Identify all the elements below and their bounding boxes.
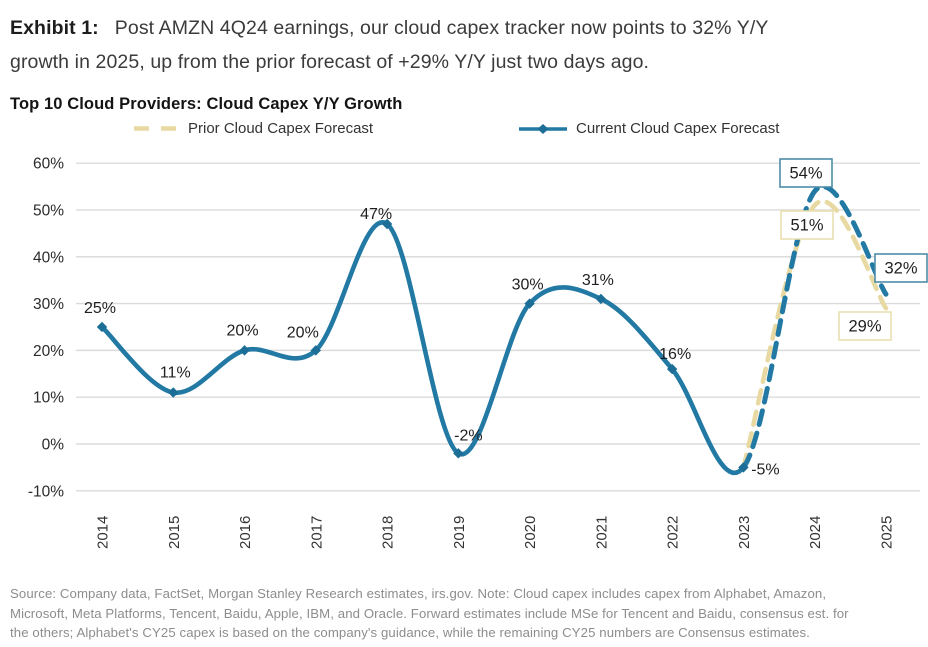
forecast-label-box <box>780 210 834 240</box>
y-axis-tick-label: 40% <box>33 249 64 266</box>
y-axis-tick-label: 10% <box>33 390 64 407</box>
forecast-label-box <box>874 253 928 283</box>
data-point-diamond-marker <box>96 321 108 333</box>
legend-prior-label: Prior Cloud Capex Forecast <box>188 120 374 137</box>
source-note: Source: Company data, FactSet, Morgan St… <box>10 584 928 643</box>
x-axis-tick-label: 2016 <box>237 516 254 549</box>
current-history-solid-line <box>99 220 746 476</box>
x-axis-tick-label: 2018 <box>380 516 397 549</box>
forecast-boxed-label: 29% <box>848 318 881 336</box>
plot-area-wrapper: 60% 50% 40% 30% 20% 10% 0% -10% 2014 2015 2016 2017… <box>0 147 928 572</box>
x-axis-tick-label: 2024 <box>807 516 824 549</box>
x-axis-tick-label: 2014 <box>95 516 112 549</box>
prior-forecast-dashed-line <box>741 199 889 470</box>
exhibit-label: Exhibit 1: <box>10 17 99 39</box>
exhibit-caption-line2: growth in 2025, up from the prior foreca… <box>10 51 650 73</box>
data-point-label: 30% <box>512 277 544 294</box>
x-axis-tick-label: 2023 <box>736 516 753 549</box>
data-point-label: 20% <box>287 324 319 341</box>
x-axis-tick-label: 2015 <box>166 516 183 549</box>
x-axis-tick-label: 2025 <box>878 516 895 549</box>
y-axis-tick-label: 30% <box>33 296 64 313</box>
legend-item-current: Current Cloud Capex Forecast <box>519 120 779 137</box>
forecast-boxed-label: 54% <box>789 165 822 183</box>
data-point-diamond-marker <box>738 462 749 473</box>
data-point-diamond-marker <box>381 218 393 230</box>
data-point-label: -2% <box>454 427 482 444</box>
data-point-label: -5% <box>751 461 779 478</box>
forecast-label-box <box>779 158 833 188</box>
forecast-label-box <box>838 311 892 341</box>
data-point-diamond-marker <box>453 448 464 459</box>
y-axis-tick-label: 0% <box>42 437 65 454</box>
exhibit-caption-line1: Post AMZN 4Q24 earnings, our cloud capex… <box>114 17 769 39</box>
current-forecast-dashed-line <box>740 184 889 470</box>
data-point-diamond-marker <box>595 293 607 305</box>
legend-item-prior: Prior Cloud Capex Forecast <box>133 120 373 137</box>
data-point-diamond-marker <box>524 298 535 309</box>
y-axis-tick-label: 60% <box>33 156 64 173</box>
data-point-diamond-marker <box>168 387 179 398</box>
data-point-label: 47% <box>360 206 392 223</box>
data-point-diamond-marker <box>310 345 322 356</box>
data-point-label: 25% <box>84 300 116 317</box>
data-point-diamond-marker <box>239 345 250 356</box>
x-axis-tick-label: 2019 <box>451 516 468 549</box>
source-note-line1: Source: Company data, FactSet, Morgan St… <box>10 586 827 601</box>
y-axis-tick-label: 20% <box>33 343 64 360</box>
data-point-label: 16% <box>659 346 691 363</box>
forecast-boxed-label: 32% <box>884 260 917 278</box>
x-axis-tick-label: 2020 <box>522 516 539 549</box>
exhibit-caption: Exhibit 1: Post AMZN 4Q24 earnings, our c… <box>0 0 928 79</box>
source-note-line2: Microsoft, Meta Platforms, Tencent, Baid… <box>10 605 849 621</box>
y-axis-tick-label: 50% <box>33 202 64 219</box>
cloud-capex-line-chart: 60% 50% 40% 30% 20% 10% 0% -10% 2014 2015 2016 2017… <box>28 156 928 549</box>
source-note-line3: the others; Alphabet's CY25 capex is bas… <box>10 625 810 640</box>
data-point-label: 20% <box>227 322 259 339</box>
x-axis-tick-label: 2021 <box>593 516 610 549</box>
chart-title: Top 10 Cloud Providers: Cloud Capex Y/Y … <box>10 95 403 113</box>
forecast-boxed-label: 51% <box>790 217 823 235</box>
legend-current-label: Current Cloud Capex Forecast <box>576 120 780 137</box>
prior-dashed-line-icon <box>134 126 179 131</box>
current-line-diamond-icon <box>519 123 567 134</box>
chart-legend: Prior Cloud Capex Forecast Current Cloud… <box>0 117 928 147</box>
data-point-label: 31% <box>582 272 614 289</box>
data-point-diamond-marker <box>666 363 678 375</box>
x-axis-tick-label: 2022 <box>665 516 682 549</box>
y-axis-tick-label: -10% <box>28 483 64 500</box>
x-axis-tick-label: 2017 <box>308 516 325 549</box>
data-point-label: 11% <box>160 365 191 382</box>
